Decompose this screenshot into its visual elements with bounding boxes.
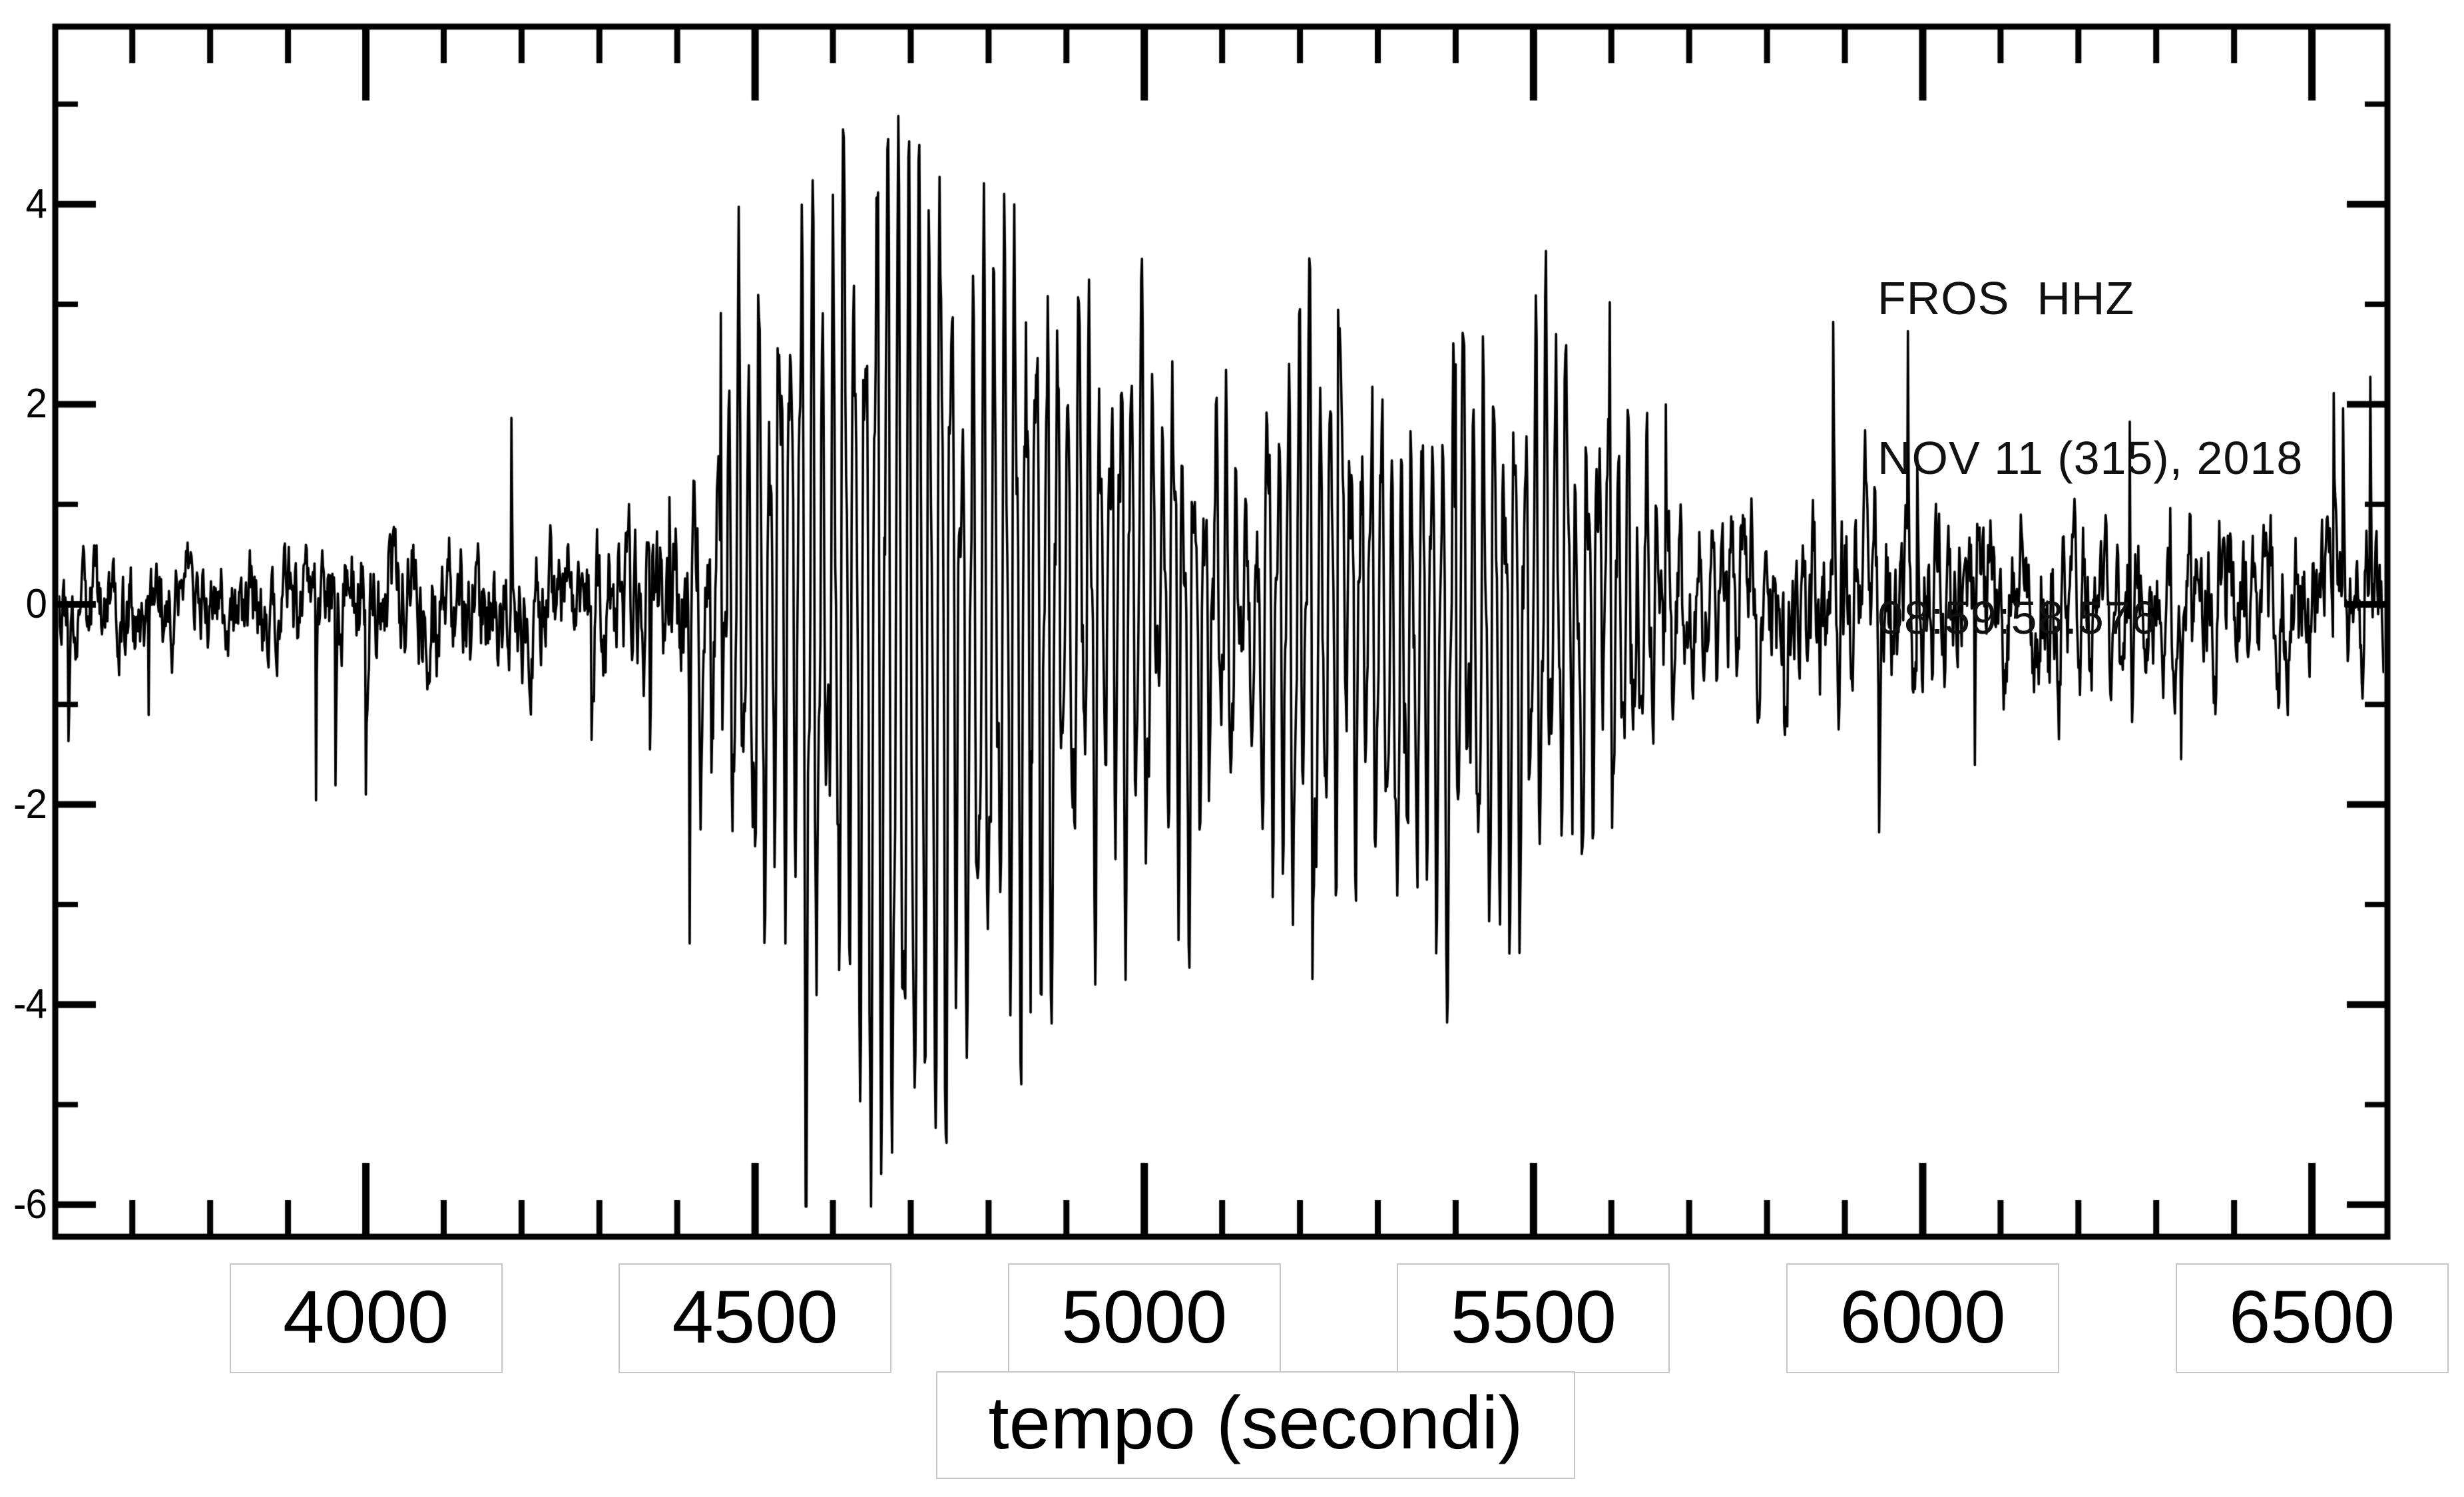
y-tick-label: 2	[25, 381, 47, 427]
x-axis-title: tempo (secondi)	[936, 1371, 1575, 1479]
annotation-date: NOV 11 (315), 2018	[1877, 432, 2304, 484]
annotation-station-channel: FROS HHZ	[1877, 272, 2135, 324]
x-tick-label: 5000	[1007, 1263, 1281, 1373]
annotation-time: 08:59:58.576	[1877, 592, 2158, 644]
x-tick-label: 4000	[229, 1263, 503, 1373]
y-tick-label: -2	[13, 781, 47, 827]
y-tick-label: 0	[25, 581, 47, 627]
x-tick-label: 4500	[618, 1263, 892, 1373]
x-tick-label: 5500	[1397, 1263, 1670, 1373]
station-annotation: FROS HHZ NOV 11 (315), 2018 08:59:58.576	[1877, 165, 2303, 751]
x-tick-label: 6500	[2175, 1263, 2449, 1373]
y-tick-label: -4	[13, 981, 47, 1028]
y-tick-label: -6	[13, 1181, 47, 1227]
x-tick-label: 6000	[1786, 1263, 2059, 1373]
y-tick-label: 4	[25, 180, 47, 227]
